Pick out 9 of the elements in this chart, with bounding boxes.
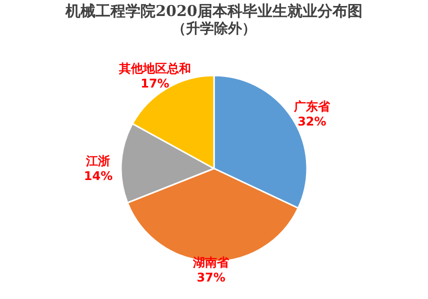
chart-title: 机械工程学院2020届本科毕业生就业分布图: [64, 2, 362, 20]
data-label: 14%: [84, 169, 113, 184]
data-label: 37%: [196, 270, 226, 284]
chart-subtitle: （升学除外）: [172, 20, 256, 37]
slice-label: 其他地区总和: [118, 62, 191, 76]
data-label: 17%: [140, 76, 170, 91]
slice-label: 广东省: [292, 99, 331, 114]
data-label: 32%: [298, 114, 326, 128]
slice-label: 江浙: [85, 154, 110, 168]
